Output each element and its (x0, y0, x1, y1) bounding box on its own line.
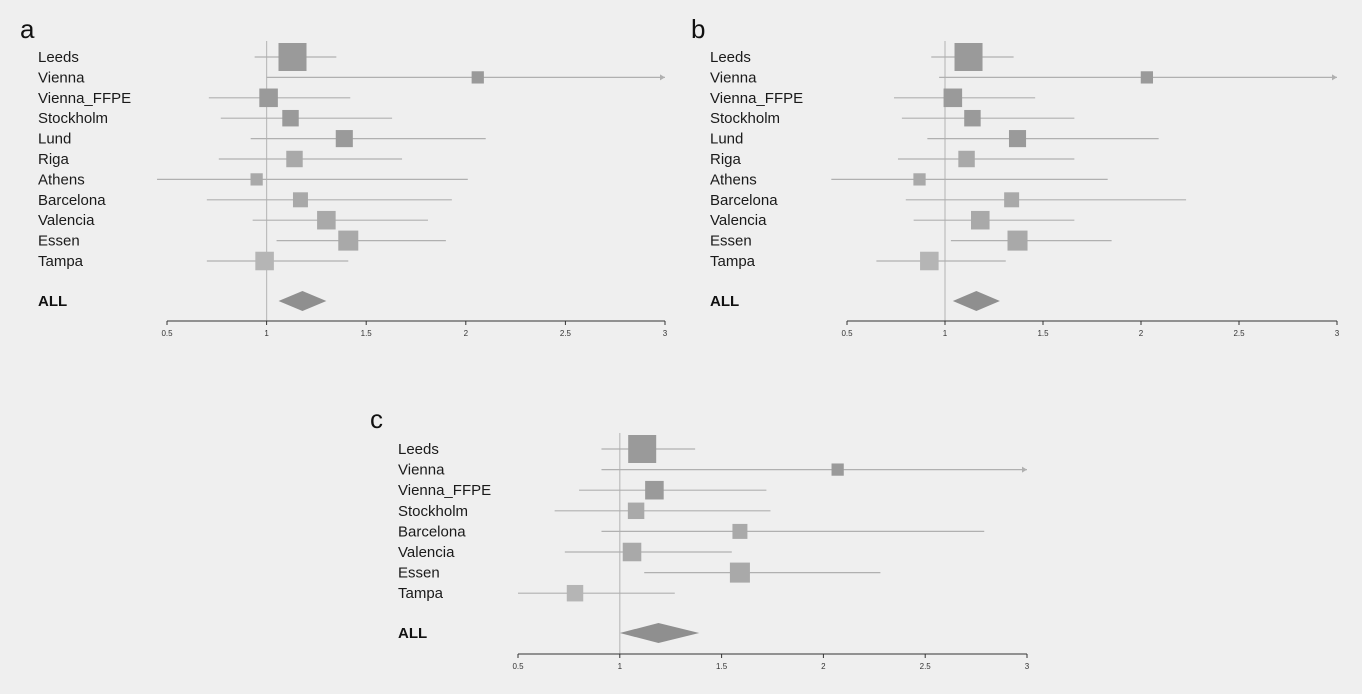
study-label-stockholm: Stockholm (398, 503, 468, 520)
study-label-tampa: Tampa (398, 585, 444, 602)
study-label-leeds: Leeds (398, 441, 439, 458)
point-estimate-marker (1004, 192, 1020, 208)
summary-diamond (619, 623, 700, 643)
study-label-valencia: Valencia (710, 212, 767, 229)
x-tick-label: 0.5 (161, 329, 173, 338)
study-label-barcelona: Barcelona (38, 192, 106, 209)
study-label-stockholm: Stockholm (710, 110, 780, 127)
point-estimate-marker (335, 130, 353, 148)
study-label-barcelona: Barcelona (398, 523, 466, 540)
x-tick-label: 2.5 (920, 662, 932, 671)
study-label-vienna: Vienna (398, 462, 445, 479)
summary-diamond (278, 291, 327, 311)
point-estimate-marker (286, 150, 303, 168)
study-label-leeds: Leeds (38, 49, 79, 66)
point-estimate-marker (729, 562, 750, 583)
study-label-valencia: Valencia (38, 212, 95, 229)
study-label-vienna: Vienna (38, 69, 85, 86)
x-tick-label: 1 (618, 662, 623, 671)
point-estimate-marker (627, 502, 645, 520)
point-estimate-marker (622, 542, 642, 562)
study-label-vienna-ffpe: Vienna_FFPE (710, 90, 803, 107)
summary-label: ALL (710, 293, 739, 310)
x-tick-label: 0.5 (841, 329, 853, 338)
point-estimate-marker (278, 43, 307, 71)
study-label-athens: Athens (710, 171, 757, 188)
point-estimate-marker (628, 435, 657, 463)
ci-arrow (1022, 466, 1027, 473)
study-label-vienna-ffpe: Vienna_FFPE (398, 482, 491, 499)
point-estimate-marker (831, 463, 844, 476)
point-estimate-marker (566, 584, 584, 602)
point-estimate-marker (732, 523, 748, 539)
study-label-vienna: Vienna (710, 69, 757, 86)
panel-a-letter: a (20, 14, 35, 44)
study-label-riga: Riga (38, 151, 70, 168)
study-label-valencia: Valencia (398, 544, 455, 561)
x-tick-label: 3 (1335, 329, 1340, 338)
forest-panel-a: Leeds Vienna Vienna_FFPE Stockholm Lund Riga A… (38, 41, 668, 338)
x-tick-label: 1 (264, 329, 269, 338)
point-estimate-marker (645, 480, 664, 500)
study-label-barcelona: Barcelona (710, 192, 778, 209)
study-label-lund: Lund (38, 131, 71, 148)
point-estimate-marker (317, 210, 336, 230)
x-tick-label: 0.5 (512, 662, 524, 671)
study-label-tampa: Tampa (38, 253, 84, 270)
study-label-essen: Essen (398, 565, 440, 582)
x-tick-label: 2 (821, 662, 826, 671)
x-tick-label: 3 (1025, 662, 1030, 671)
summary-label: ALL (38, 293, 67, 310)
point-estimate-marker (920, 251, 939, 271)
x-tick-label: 2 (1139, 329, 1144, 338)
study-label-leeds: Leeds (710, 49, 751, 66)
forest-panel-b: Leeds Vienna Vienna_FFPE Stockholm Lund Riga A… (710, 41, 1340, 338)
point-estimate-marker (1140, 71, 1154, 84)
summary-label: ALL (398, 625, 427, 642)
study-label-essen: Essen (38, 233, 80, 250)
point-estimate-marker (250, 173, 263, 186)
ci-arrow (660, 74, 665, 81)
ci-arrow (1332, 74, 1337, 81)
panel-b-letter: b (691, 14, 705, 44)
panel-c-letter: c (370, 404, 383, 434)
point-estimate-marker (943, 88, 963, 108)
study-label-essen: Essen (710, 233, 752, 250)
summary-diamond (952, 291, 1000, 311)
point-estimate-marker (964, 109, 981, 127)
study-label-vienna-ffpe: Vienna_FFPE (38, 90, 131, 107)
point-estimate-marker (282, 109, 299, 127)
forest-panel-c: Leeds Vienna Vienna_FFPE Stockholm Barcelona… (398, 433, 1030, 671)
x-tick-label: 1 (943, 329, 948, 338)
point-estimate-marker (971, 210, 990, 230)
point-estimate-marker (913, 173, 926, 186)
study-label-tampa: Tampa (710, 253, 756, 270)
x-tick-label: 1.5 (1037, 329, 1049, 338)
study-label-stockholm: Stockholm (38, 110, 108, 127)
point-estimate-marker (954, 43, 983, 71)
study-label-riga: Riga (710, 151, 742, 168)
x-tick-label: 2 (464, 329, 469, 338)
point-estimate-marker (471, 71, 484, 84)
x-tick-label: 3 (663, 329, 668, 338)
x-tick-label: 1.5 (716, 662, 728, 671)
point-estimate-marker (338, 230, 359, 251)
point-estimate-marker (259, 88, 278, 108)
point-estimate-marker (1007, 230, 1028, 251)
point-estimate-marker (1008, 130, 1027, 148)
x-tick-label: 2.5 (1233, 329, 1245, 338)
study-label-athens: Athens (38, 171, 85, 188)
point-estimate-marker (958, 150, 975, 168)
point-estimate-marker (255, 251, 274, 271)
x-tick-label: 1.5 (361, 329, 373, 338)
point-estimate-marker (292, 192, 308, 208)
study-label-lund: Lund (710, 131, 743, 148)
x-tick-label: 2.5 (560, 329, 572, 338)
